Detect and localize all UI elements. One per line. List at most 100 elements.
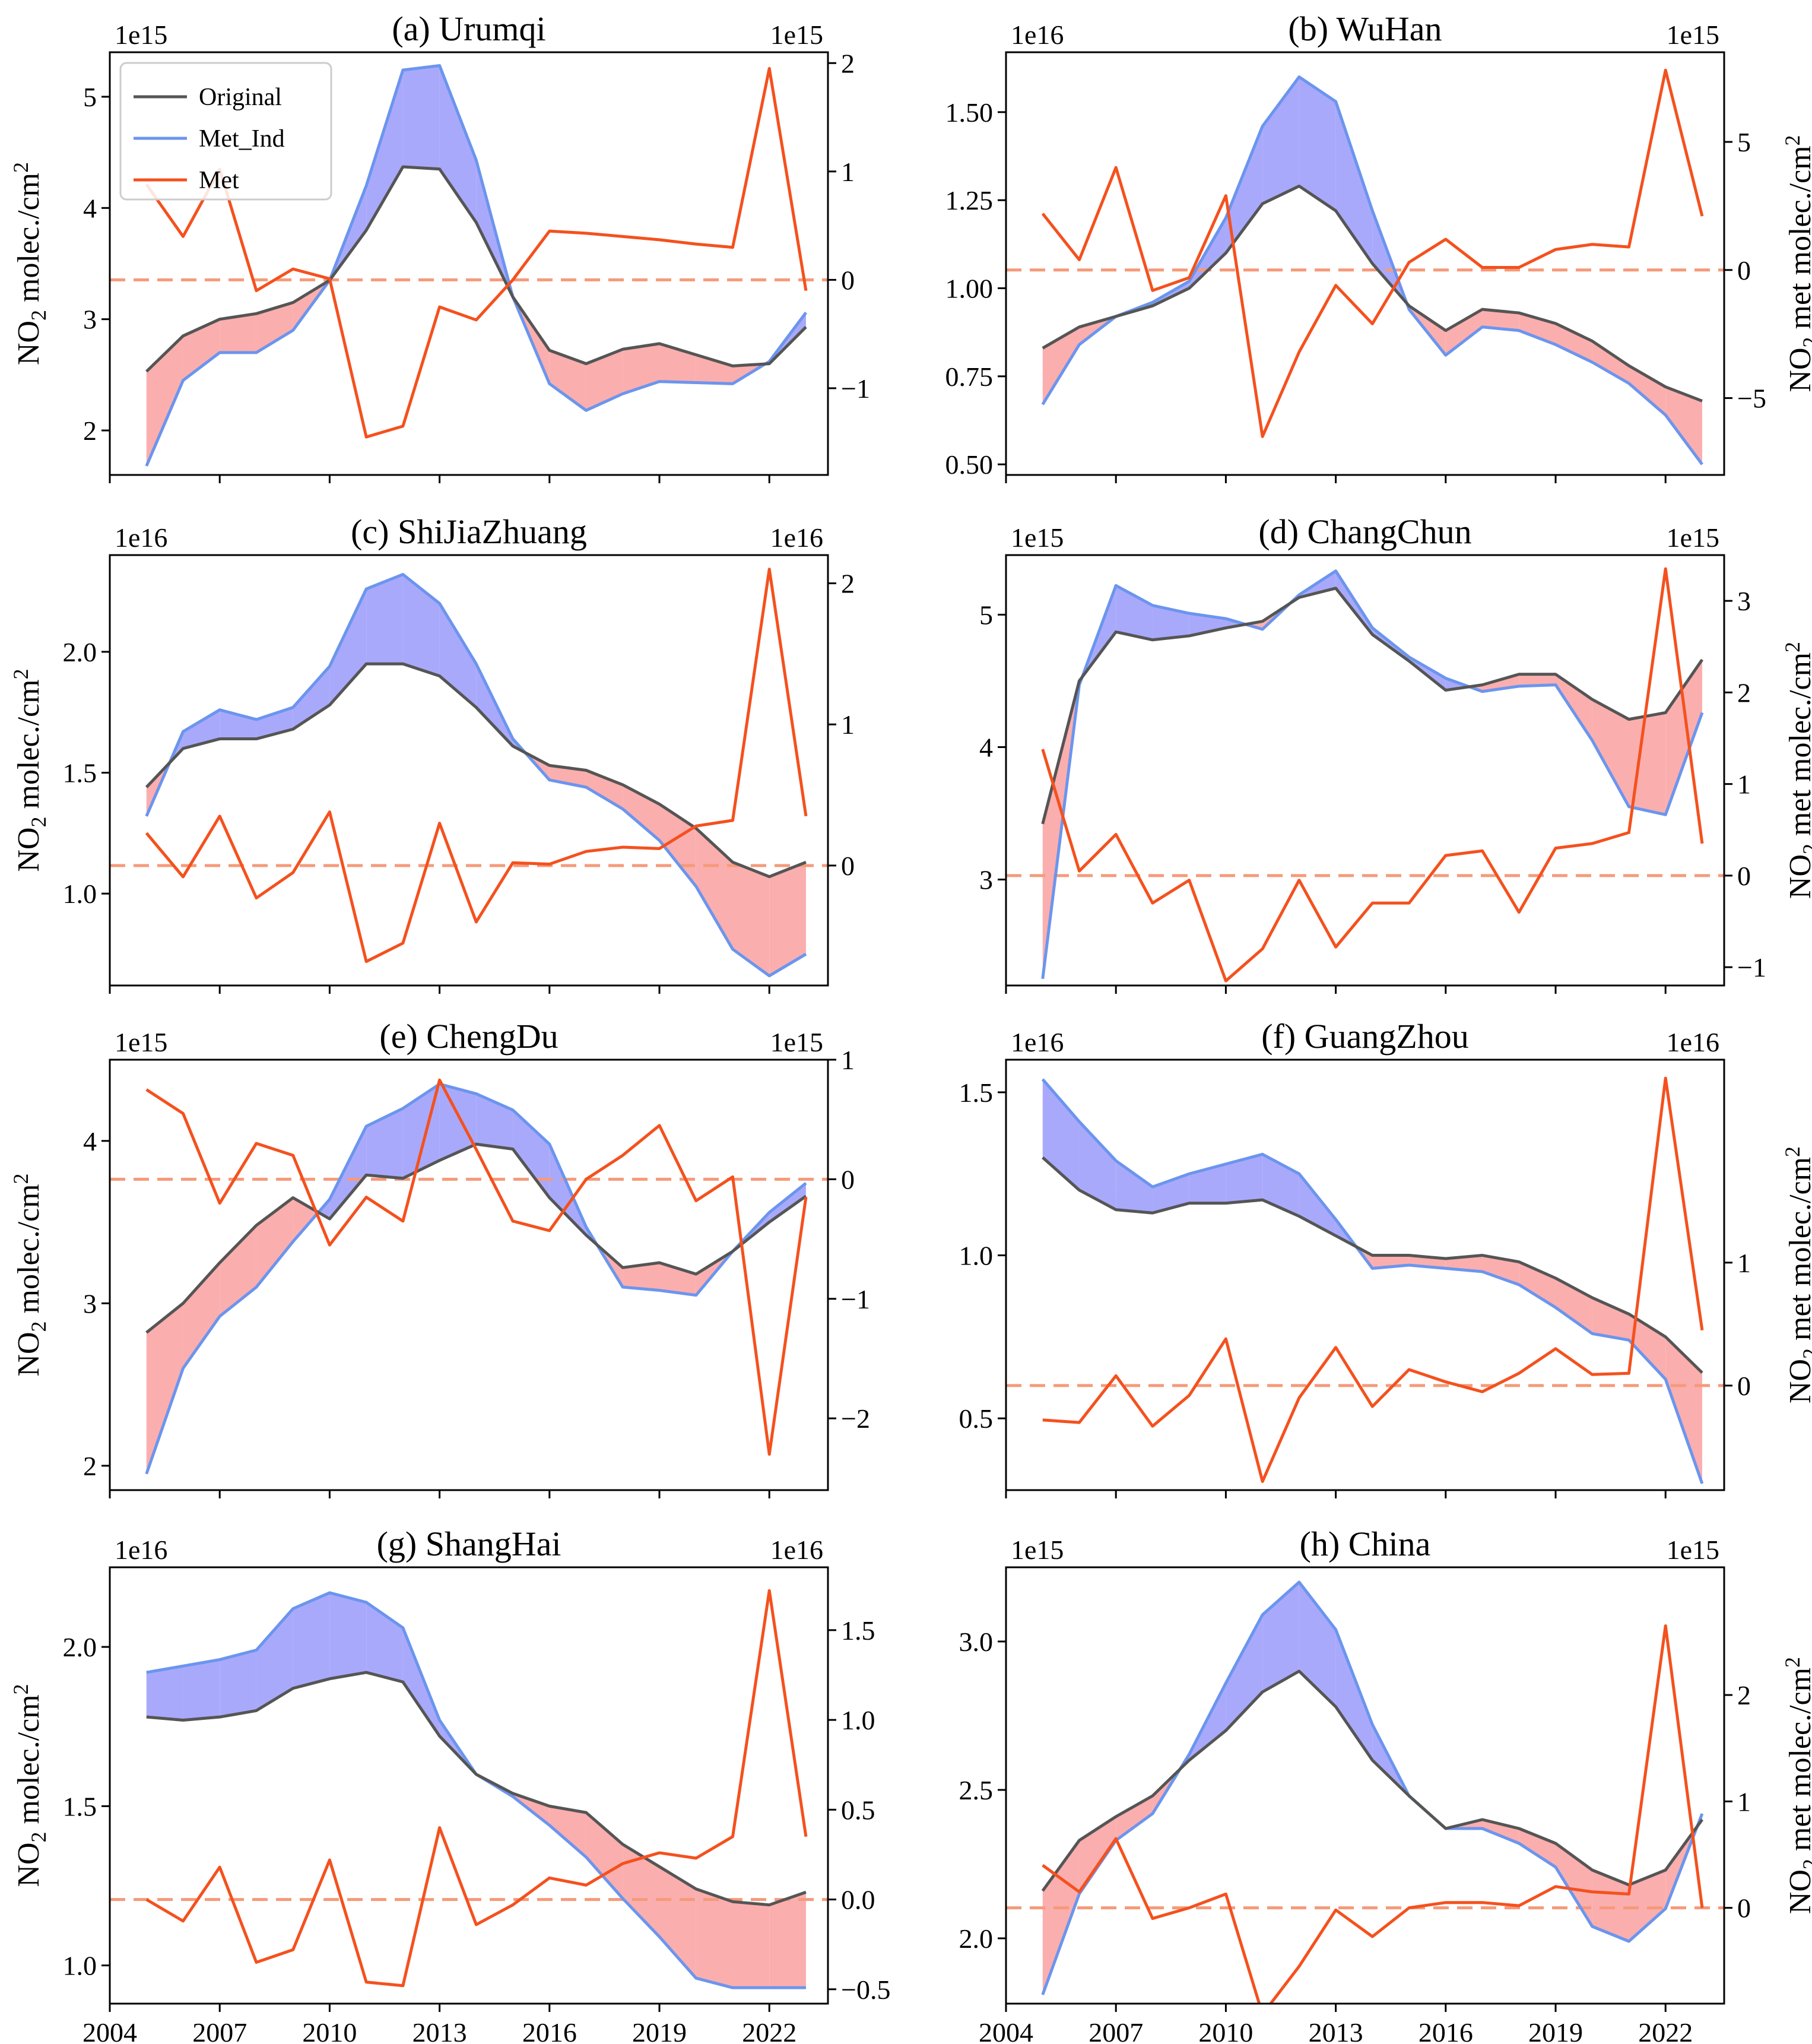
line-original: [145, 1142, 807, 1334]
y-right-tick-label: 2: [1737, 677, 1751, 708]
fill-increase: [402, 65, 440, 169]
y-left-tick-label: 1.5: [959, 1078, 994, 1108]
y-right-tick-label: 2: [1737, 1680, 1751, 1710]
right-multiplier: 1e16: [770, 522, 823, 553]
line-met-ind: [1041, 569, 1704, 980]
fill-increase: [293, 1592, 330, 1688]
x-tick-label: 2019: [1528, 2017, 1583, 2044]
fill-decrease: [1629, 1314, 1666, 1380]
left-axis-label: NO2 molec./cm2: [9, 162, 50, 365]
fill-decrease: [623, 343, 660, 394]
y-right-tick-label: 0.0: [841, 1885, 875, 1915]
fill-decrease: [732, 1902, 770, 1988]
fill-increase: [1226, 1615, 1263, 1731]
fill-increase: [366, 69, 403, 230]
fill-increase: [183, 709, 220, 749]
fill-decrease: [623, 1262, 660, 1291]
plot-frame: [1005, 51, 1725, 476]
fill-decrease: [769, 862, 806, 976]
plot-frame: [109, 1566, 829, 2005]
fill-decrease: [1519, 313, 1556, 345]
fill-increase: [1042, 1079, 1080, 1190]
fill-decrease: [549, 350, 586, 411]
axis-label-part: NO: [12, 321, 46, 365]
axis-label-part: 2: [27, 310, 50, 321]
panel-title: (f) GuangZhou: [1261, 1017, 1469, 1056]
axis-label-part: 2: [27, 816, 50, 827]
y-left-tick-label: 3: [979, 865, 993, 895]
x-tick-label: 2004: [979, 2017, 1033, 2044]
right-axis-label: NO2 met molec./cm2: [1781, 642, 1812, 899]
panel-b: 0.50 0.75 1.00 1.25 1.50 −5 0 5 1e16 1e15 (b) WuHa…: [945, 9, 1812, 483]
fill-decrease: [183, 319, 220, 381]
plot-area: [110, 1589, 828, 1989]
axis-label-part: NO: [1784, 854, 1812, 899]
line-original: [1042, 1156, 1703, 1374]
fill-decrease: [1665, 1336, 1702, 1484]
y-left-tick-label: 5: [979, 600, 993, 630]
line-met: [1041, 68, 1704, 438]
fill-increase: [402, 574, 440, 676]
y-left-tick-label: 2: [83, 416, 97, 446]
legend-label: Met_Ind: [199, 125, 285, 153]
fill-decrease: [696, 828, 733, 949]
fill-increase: [293, 666, 330, 730]
fill-increase: [366, 1108, 403, 1178]
axis-label-part: 2: [1798, 337, 1812, 347]
fill-decrease: [1665, 386, 1702, 465]
y-right-tick-label: 0: [841, 1164, 855, 1194]
axis-label-part: 2: [1781, 642, 1804, 652]
line-original: [146, 1671, 807, 1907]
left-axis-label: NO2 molec./cm2: [9, 1684, 50, 1887]
fill-increase: [1226, 1154, 1263, 1203]
axis-label-part: NO: [1784, 1359, 1812, 1403]
panel-title: (h) China: [1300, 1525, 1431, 1563]
y-right-tick-label: 0: [841, 265, 855, 295]
fill-increase: [513, 1110, 550, 1198]
y-left-tick-label: 1.25: [945, 185, 994, 216]
fill-increase: [329, 1126, 367, 1219]
y-left-tick-label: 3: [83, 1288, 97, 1319]
fill-increase: [329, 1592, 367, 1679]
left-multiplier: 1e15: [1011, 522, 1064, 553]
fill-decrease: [732, 862, 770, 976]
y-right-tick-label: 3: [1737, 586, 1751, 616]
line-met: [145, 568, 808, 964]
y-left-tick-label: 0.5: [959, 1403, 994, 1434]
line-met: [1041, 567, 1704, 983]
right-axis-label: NO2 met molec./cm2: [1781, 1146, 1812, 1403]
fill-decrease: [256, 302, 293, 353]
fill-decrease: [183, 1262, 220, 1368]
plot-area: [1006, 567, 1724, 983]
fill-increase: [1262, 1582, 1299, 1692]
line-original: [145, 165, 807, 373]
line-original: [1041, 1669, 1703, 1892]
x-tick-label: 2016: [1418, 2017, 1473, 2044]
y-left-tick-label: 3: [83, 305, 97, 335]
fill-increase: [1299, 77, 1336, 211]
axis-label-part: met molec./cm: [1784, 652, 1812, 844]
right-multiplier: 1e15: [770, 1027, 823, 1057]
axis-label-part: molec./cm: [12, 1184, 46, 1321]
fill-decrease: [586, 770, 623, 809]
left-axis-label: NO2 molec./cm2: [9, 668, 50, 872]
fill-increase: [1335, 1630, 1373, 1760]
fill-decrease: [1665, 660, 1702, 815]
left-multiplier: 1e16: [115, 522, 167, 553]
fill-decrease: [1629, 366, 1666, 416]
y-right-tick-label: 0.5: [841, 1795, 875, 1825]
panel-title: (b) WuHan: [1288, 9, 1442, 48]
x-tick-label: 2010: [302, 2017, 357, 2044]
axis-label-part: 2: [27, 1321, 50, 1332]
fill-decrease: [1629, 1870, 1666, 1941]
fill-decrease: [1482, 309, 1519, 331]
panel-title: (g) ShangHai: [377, 1525, 561, 1563]
line-original: [1042, 184, 1703, 403]
right-multiplier: 1e15: [1667, 20, 1719, 50]
y-left-tick-label: 5: [83, 82, 97, 112]
axis-label-part: 2: [9, 1173, 33, 1184]
left-multiplier: 1e16: [1011, 1027, 1064, 1057]
y-left-tick-label: 3.0: [959, 1627, 994, 1657]
fill-decrease: [623, 784, 660, 841]
